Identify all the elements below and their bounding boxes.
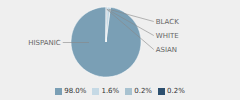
svg-text:WHITE: WHITE <box>156 32 179 40</box>
svg-text:ASIAN: ASIAN <box>156 46 177 54</box>
html-text:1.6%: 1.6% <box>101 87 120 95</box>
html-text:0.2%: 0.2% <box>134 87 152 95</box>
html-text:0.2%: 0.2% <box>167 87 185 95</box>
svg-text:BLACK: BLACK <box>156 18 179 26</box>
svg-text:HISPANIC: HISPANIC <box>28 39 61 47</box>
html-text:98.0%: 98.0% <box>64 87 87 95</box>
